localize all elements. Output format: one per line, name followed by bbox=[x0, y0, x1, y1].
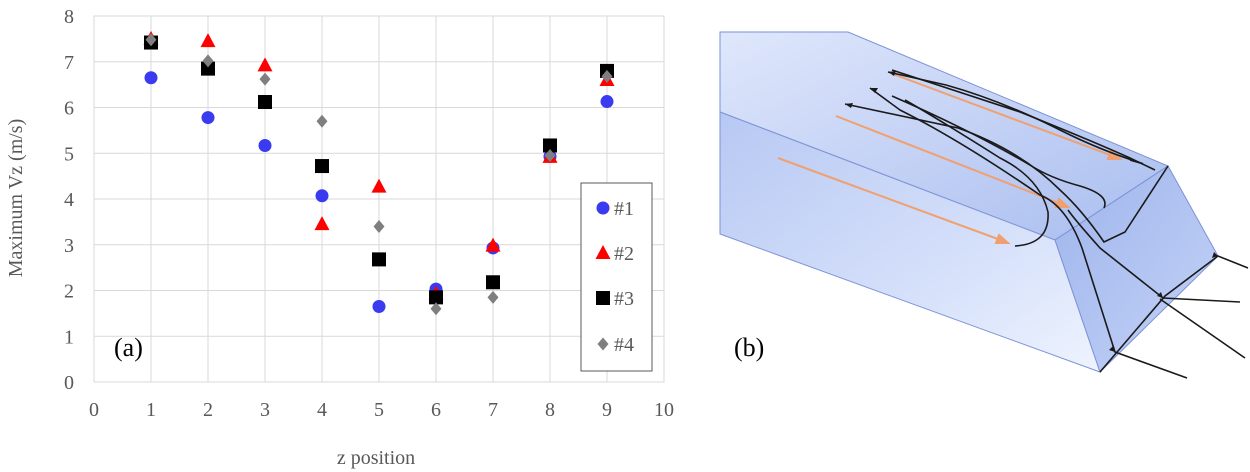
legend: #1 #2 #3 #4 bbox=[580, 182, 653, 372]
data-point-triangle bbox=[485, 237, 501, 252]
data-point-diamond bbox=[601, 69, 613, 83]
data-point-diamond bbox=[487, 290, 499, 304]
x-tick-label: 4 bbox=[317, 399, 327, 421]
inflow-arrowhead bbox=[994, 233, 1011, 244]
data-point-square bbox=[201, 61, 215, 76]
data-point-triangle bbox=[314, 216, 330, 231]
y-tick-label: 2 bbox=[64, 281, 74, 303]
streamline bbox=[844, 103, 1169, 244]
data-point-diamond bbox=[544, 149, 556, 163]
data-point-triangle bbox=[257, 57, 273, 72]
scatter-chart: 0 1 2 3 4 5 6 7 8 9 10 0 1 2 3 4 5 6 7 8 z position Maximu… bbox=[5, 6, 674, 469]
inflow-arrowhead bbox=[1054, 197, 1071, 208]
data-point-circle bbox=[144, 71, 158, 85]
streamline bbox=[1099, 255, 1249, 373]
x-tick-label: 1 bbox=[146, 399, 156, 421]
y-tick-label: 5 bbox=[64, 143, 74, 165]
streamline bbox=[1067, 209, 1241, 303]
data-point-circle bbox=[600, 95, 614, 109]
data-point-square bbox=[429, 290, 443, 305]
legend-marker-diamond bbox=[597, 337, 609, 351]
legend-label: #4 bbox=[614, 334, 634, 356]
streamline-arrowhead bbox=[845, 103, 853, 108]
y-tick-label: 0 bbox=[64, 372, 74, 394]
grid-lines bbox=[93, 15, 665, 383]
data-point-square bbox=[315, 159, 329, 174]
y-axis-ticks: 0 1 2 3 4 5 6 7 8 bbox=[64, 6, 74, 394]
x-tick-label: 7 bbox=[488, 399, 498, 421]
data-point-diamond bbox=[145, 33, 157, 47]
data-point-circle bbox=[372, 300, 386, 314]
streamline bbox=[904, 99, 1049, 247]
streamline-arrowhead bbox=[1157, 292, 1163, 298]
legend-marker-square bbox=[596, 291, 610, 305]
data-point-circle bbox=[315, 189, 329, 203]
plot-area-border bbox=[93, 15, 665, 383]
data-point-diamond bbox=[316, 114, 328, 128]
legend-label: #2 bbox=[614, 243, 634, 265]
x-axis-label: z position bbox=[337, 447, 415, 469]
legend-box bbox=[580, 182, 653, 372]
streamline-markers bbox=[845, 71, 1218, 352]
inflow-arrow bbox=[835, 115, 1067, 207]
inflow-arrow bbox=[892, 73, 1119, 159]
legend-label: #1 bbox=[614, 198, 634, 220]
streamline bbox=[891, 95, 1106, 209]
streamline bbox=[891, 69, 1156, 171]
data-point-square bbox=[258, 95, 272, 110]
panel-label-a: (a) bbox=[114, 333, 143, 362]
inflow-arrow bbox=[777, 157, 1007, 243]
x-tick-label: 10 bbox=[654, 399, 674, 421]
data-point-circle bbox=[258, 138, 272, 152]
y-tick-label: 7 bbox=[64, 52, 74, 74]
x-axis-ticks: 0 1 2 3 4 5 6 7 8 9 10 bbox=[89, 399, 674, 421]
panel-label-b: (b) bbox=[734, 333, 764, 362]
data-point-diamond bbox=[430, 302, 442, 316]
flow-diagram: (b) bbox=[719, 31, 1249, 379]
data-points bbox=[143, 30, 615, 316]
streamline-arrowhead bbox=[1212, 252, 1218, 258]
series-4 bbox=[145, 33, 613, 316]
data-point-diamond bbox=[259, 72, 271, 86]
x-tick-label: 6 bbox=[431, 399, 441, 421]
data-point-square bbox=[543, 138, 557, 153]
x-tick-label: 8 bbox=[545, 399, 555, 421]
y-tick-label: 8 bbox=[64, 6, 74, 28]
data-point-triangle bbox=[200, 33, 216, 48]
y-tick-label: 1 bbox=[64, 326, 74, 348]
legend-label: #3 bbox=[614, 288, 634, 310]
data-point-square bbox=[372, 252, 386, 267]
x-tick-label: 2 bbox=[203, 399, 213, 421]
x-tick-label: 0 bbox=[89, 399, 99, 421]
data-point-diamond bbox=[373, 219, 385, 233]
streamline-arrowhead bbox=[1109, 346, 1115, 352]
streamline bbox=[869, 87, 1188, 379]
y-tick-label: 3 bbox=[64, 235, 74, 257]
streamlines bbox=[844, 69, 1249, 379]
streamline-arrowhead bbox=[870, 88, 878, 93]
data-point-triangle bbox=[371, 178, 387, 193]
inflow-arrows bbox=[777, 73, 1123, 244]
legend-marker-circle bbox=[596, 201, 610, 215]
x-tick-label: 9 bbox=[602, 399, 612, 421]
data-point-square bbox=[486, 275, 500, 290]
x-tick-label: 5 bbox=[374, 399, 384, 421]
y-tick-label: 6 bbox=[64, 98, 74, 120]
y-tick-label: 4 bbox=[64, 189, 74, 211]
legend-marker-triangle bbox=[595, 245, 611, 259]
data-point-circle bbox=[201, 111, 215, 125]
streamline-arrowhead bbox=[888, 71, 896, 76]
data-point-diamond bbox=[202, 54, 214, 68]
x-tick-label: 3 bbox=[260, 399, 270, 421]
streamline bbox=[1159, 298, 1246, 359]
y-axis-label: Maximum Vz (m/s) bbox=[5, 119, 27, 278]
